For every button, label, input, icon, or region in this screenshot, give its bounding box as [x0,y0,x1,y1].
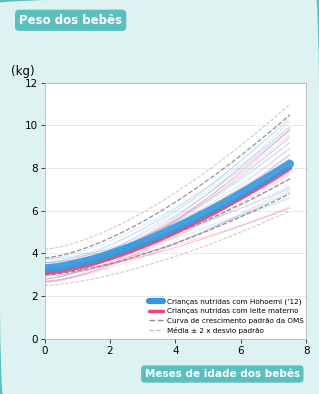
Text: Meses de idade dos bebês: Meses de idade dos bebês [145,369,300,379]
Text: Peso dos bebês: Peso dos bebês [19,14,122,27]
Text: (kg): (kg) [11,65,34,78]
Legend: Crianças nutridas com Hohoemi (’12), Crianças nutridas com leite materno, Curva : Crianças nutridas com Hohoemi (’12), Cri… [147,297,305,335]
